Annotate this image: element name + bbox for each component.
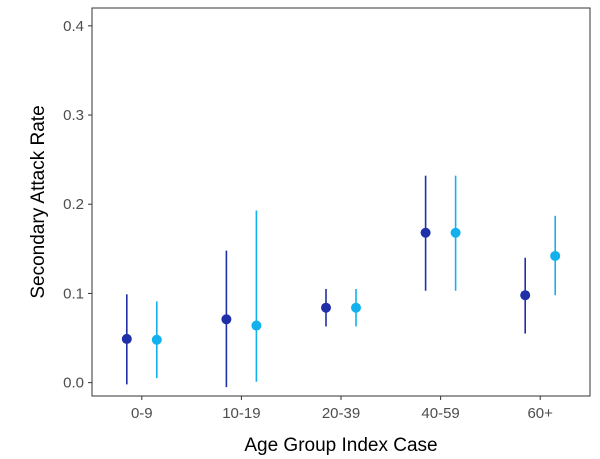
data-point: [251, 320, 262, 331]
data-point: [351, 302, 361, 313]
y-tick-label: 0.1: [63, 285, 84, 302]
data-point: [520, 290, 531, 301]
data-point: [450, 227, 461, 238]
x-tick-label: 20-39: [322, 405, 360, 422]
plot-panel: [91, 7, 591, 397]
axis-ticks: 0.0 0.1 0.2 0.3 0.4 0-9 10-19 20-39 40-59 60+: [63, 18, 553, 422]
data-point: [420, 227, 431, 238]
data-point: [221, 314, 232, 325]
y-tick-label: 0.0: [63, 375, 84, 392]
data-point: [151, 334, 162, 345]
data-point: [121, 333, 132, 344]
y-axis-title: Secondary Attack Rate: [28, 105, 49, 298]
y-tick-label: 0.4: [63, 18, 84, 35]
x-tick-label: 0-9: [131, 405, 153, 422]
x-tick-label: 10-19: [222, 405, 260, 422]
y-tick-label: 0.2: [63, 196, 84, 213]
x-tick-label: 60+: [527, 405, 553, 422]
data-point: [550, 250, 561, 261]
chart-marks: [121, 175, 561, 388]
y-tick-label: 0.3: [63, 107, 84, 124]
x-tick-label: 40-59: [421, 405, 459, 422]
x-axis-title: Age Group Index Case: [244, 435, 437, 456]
data-point: [321, 302, 331, 313]
